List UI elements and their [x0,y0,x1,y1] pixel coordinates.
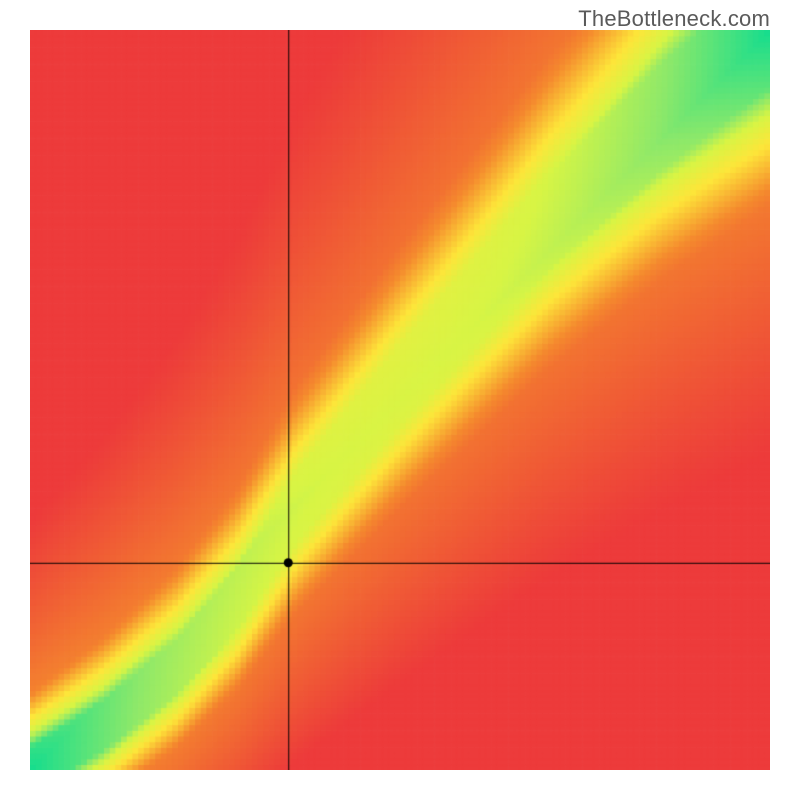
heatmap-canvas [30,30,770,770]
heatmap-plot [30,30,770,770]
watermark-text: TheBottleneck.com [578,6,770,32]
